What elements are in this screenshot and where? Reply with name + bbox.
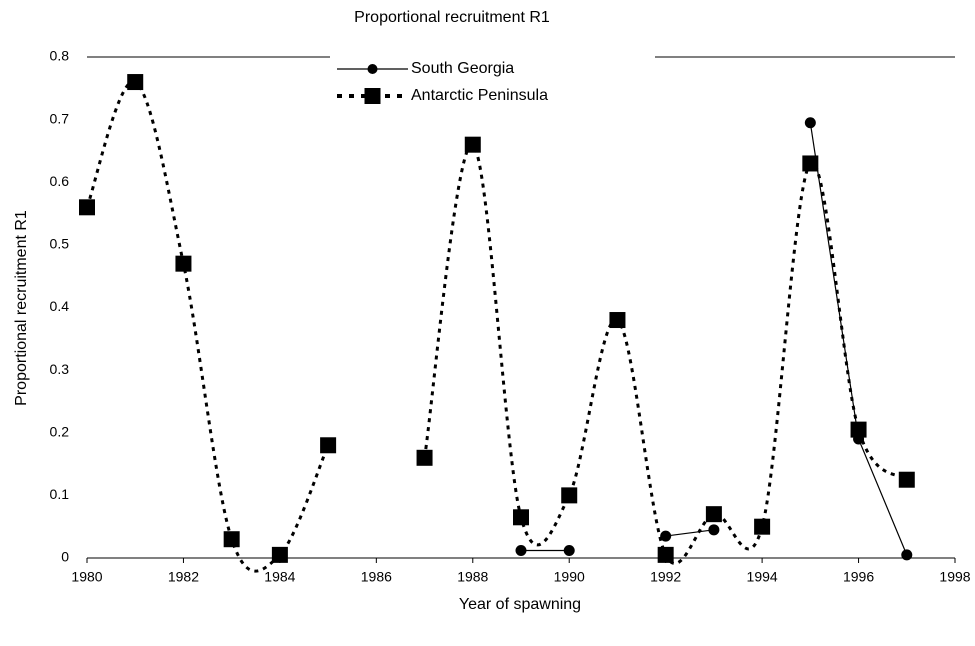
x-tick-label: 1980 (71, 569, 102, 585)
x-tick-label: 1998 (939, 569, 970, 585)
point (79, 199, 95, 216)
x-tick-label: 1990 (554, 569, 585, 585)
x-tick-label: 1982 (168, 569, 199, 585)
point (320, 437, 337, 454)
y-tick-label: 0.1 (50, 486, 70, 502)
legend-marker (364, 88, 381, 104)
x-tick-label: 1996 (843, 569, 874, 585)
point (515, 544, 527, 556)
y-tick-label: 0.3 (50, 361, 70, 377)
point (561, 487, 578, 504)
point (850, 421, 867, 438)
y-tick-label: 0.6 (50, 173, 70, 189)
y-tick-label: 0.8 (50, 48, 70, 64)
x-tick-label: 1992 (650, 569, 681, 585)
point (754, 518, 771, 535)
point (804, 117, 816, 129)
point (127, 74, 144, 91)
y-tick-label: 0.5 (50, 236, 70, 252)
point (271, 546, 288, 563)
point (563, 544, 575, 556)
point (416, 449, 433, 466)
y-tick-label: 0.2 (50, 423, 70, 439)
point (657, 546, 674, 563)
chart-title: Proportional recruitment R1 (354, 9, 550, 26)
y-tick-label: 0.7 (50, 110, 70, 126)
y-tick-label: 0.4 (50, 298, 70, 314)
x-axis-label: Year of spawning (459, 596, 581, 613)
point (513, 509, 529, 526)
legend-label: Antarctic Peninsula (411, 87, 548, 104)
series-line (521, 122, 908, 556)
series-line (85, 80, 908, 573)
point (660, 530, 672, 542)
point (898, 471, 915, 488)
point (802, 155, 819, 172)
x-tick-label: 1994 (747, 569, 778, 585)
y-tick-label: 0 (61, 549, 69, 565)
point (705, 506, 722, 523)
x-tick-label: 1988 (457, 569, 488, 585)
point (853, 433, 865, 445)
point (464, 136, 481, 153)
legend-label: South Georgia (411, 60, 514, 77)
point (609, 312, 626, 329)
point (901, 549, 913, 561)
y-axis-label: Proportional recruitment R1 (13, 210, 30, 406)
point (223, 531, 240, 548)
x-tick-label: 1986 (361, 569, 392, 585)
point (708, 524, 720, 536)
legend-marker (367, 64, 378, 74)
point (175, 255, 192, 272)
x-tick-label: 1984 (264, 569, 295, 585)
